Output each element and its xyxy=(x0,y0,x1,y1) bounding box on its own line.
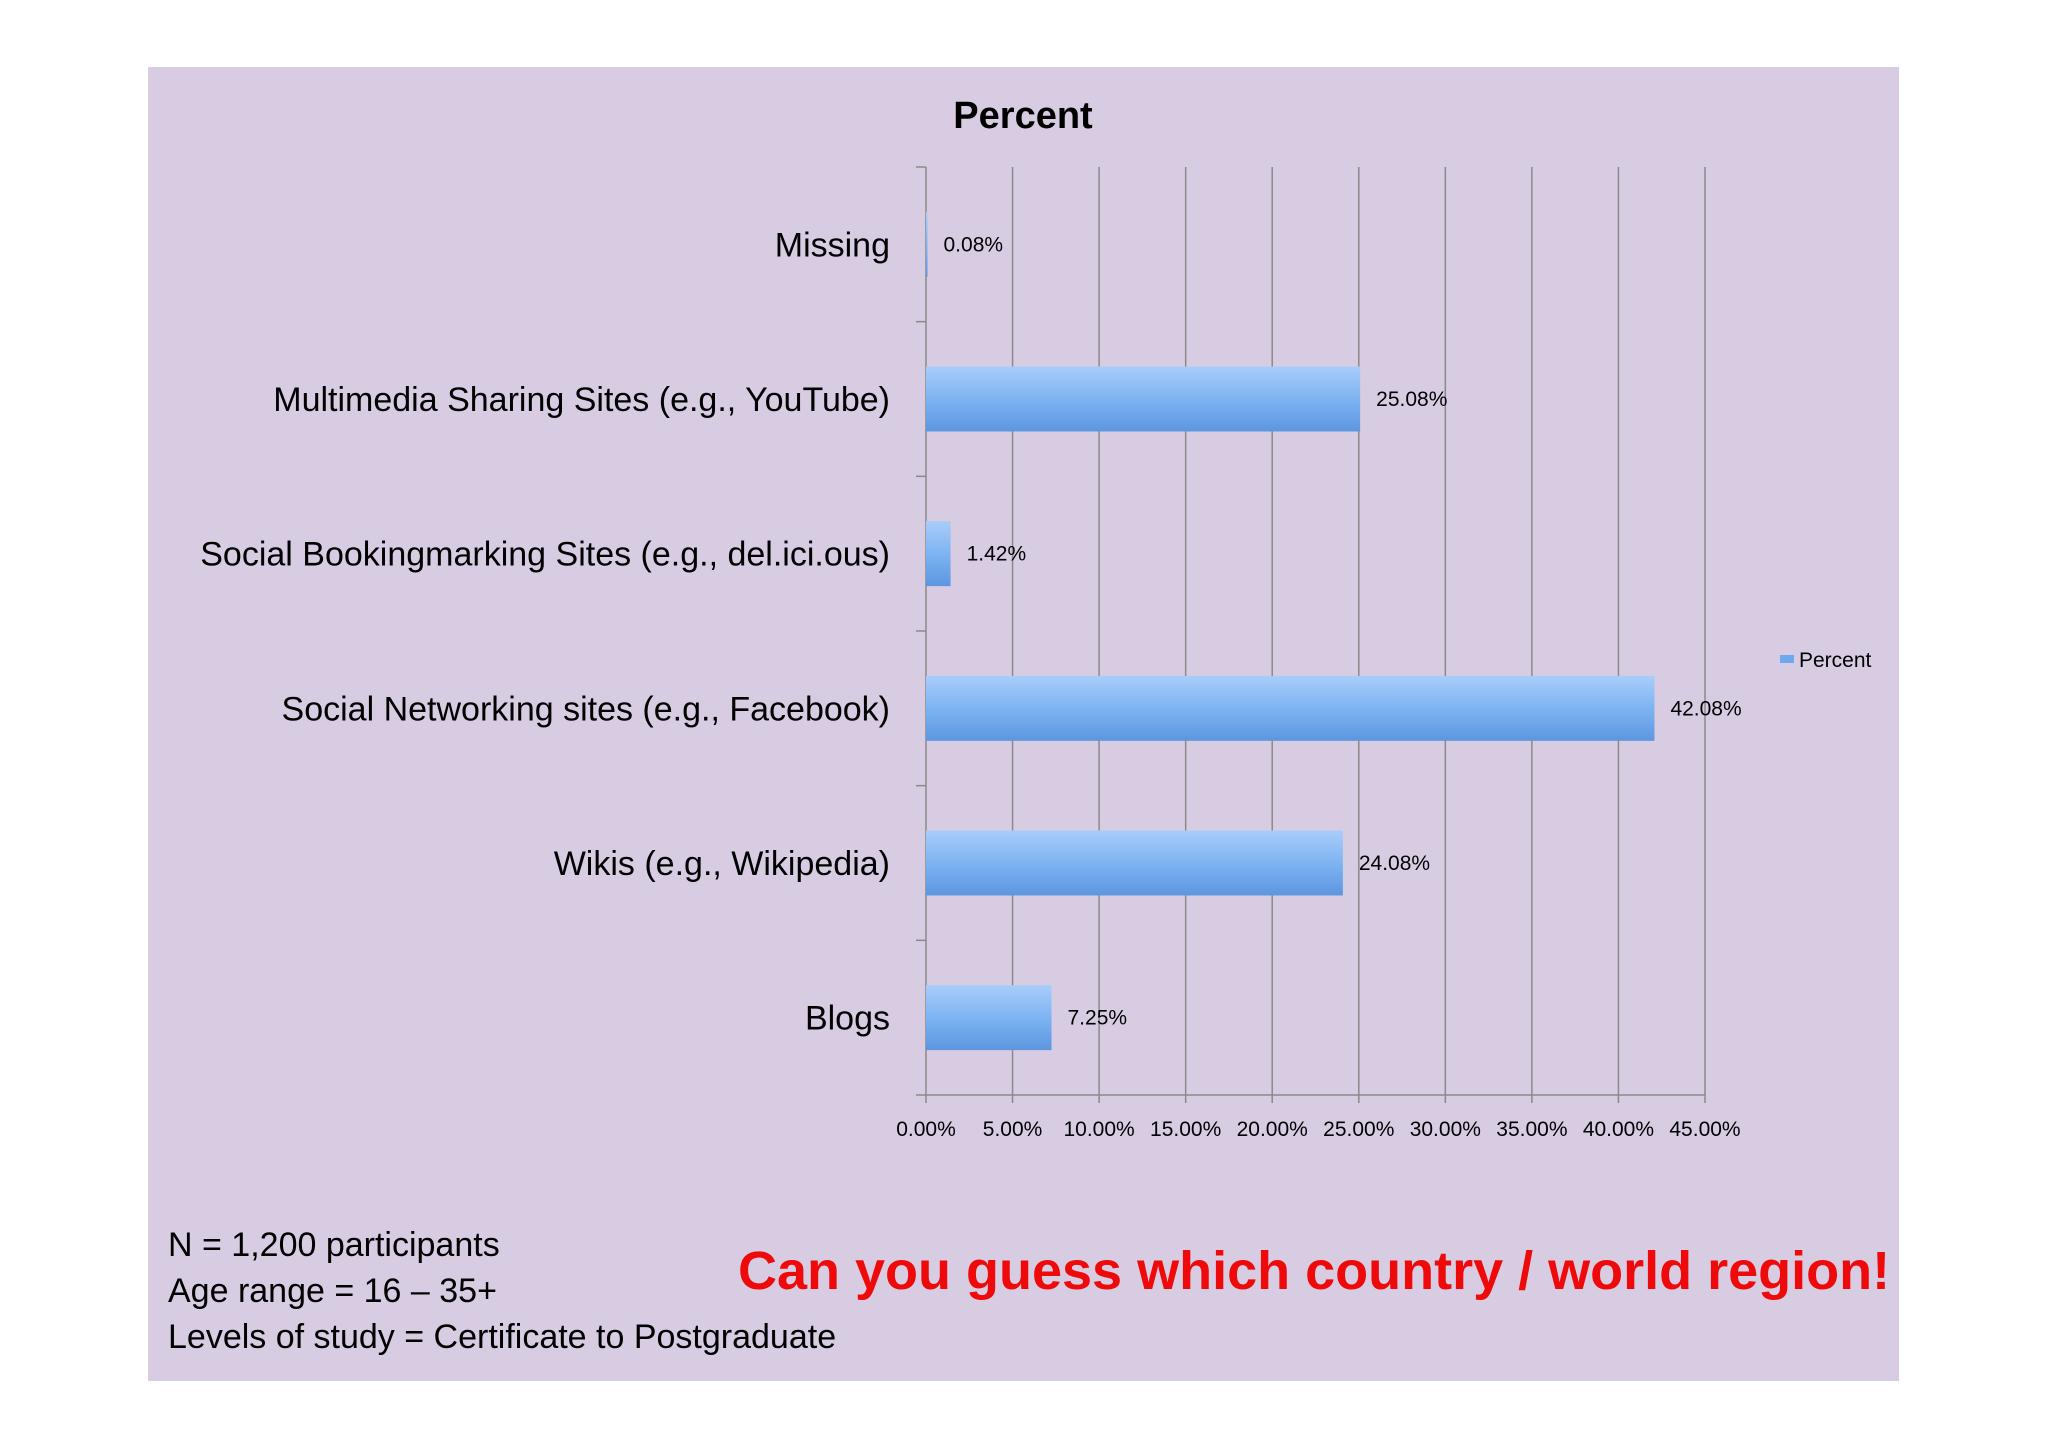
bar xyxy=(926,521,951,587)
data-label: 7.25% xyxy=(1068,1007,1128,1030)
data-label: 24.08% xyxy=(1359,852,1430,875)
x-tick-label: 30.00% xyxy=(1410,1118,1481,1141)
gridlines xyxy=(1011,167,1706,1095)
bar xyxy=(926,830,1343,896)
x-tick-label: 5.00% xyxy=(983,1118,1043,1141)
bar xyxy=(926,366,1361,432)
note-sample-size: N = 1,200 participants xyxy=(168,1226,500,1264)
category-label: Missing xyxy=(775,226,890,264)
chart-title: Percent xyxy=(953,95,1093,137)
axes xyxy=(916,166,1706,1103)
legend: Percent xyxy=(1780,649,1872,672)
data-label: 25.08% xyxy=(1376,388,1447,411)
x-tick-label: 25.00% xyxy=(1323,1118,1394,1141)
data-label: 0.08% xyxy=(944,233,1004,256)
data-label: 42.08% xyxy=(1670,697,1741,720)
legend-label: Percent xyxy=(1799,649,1872,672)
sample-notes: N = 1,200 participants Age range = 16 – … xyxy=(168,1222,836,1360)
x-tick-label: 15.00% xyxy=(1150,1118,1221,1141)
bars xyxy=(926,211,1655,1051)
x-tick-label: 10.00% xyxy=(1063,1118,1134,1141)
data-label: 1.42% xyxy=(967,543,1027,566)
bar xyxy=(926,211,928,277)
callout-question: Can you guess which country / world regi… xyxy=(738,1241,1891,1301)
category-label: Social Bookingmarking Sites (e.g., del.i… xyxy=(200,536,890,574)
category-label: Blogs xyxy=(805,1000,890,1038)
labels: 0.00% 5.00% 10.00% 15.00% 20.00% 25.00% 30.00%… xyxy=(200,226,1741,1141)
category-label: Social Networking sites (e.g., Facebook) xyxy=(282,690,890,728)
bar xyxy=(926,985,1052,1051)
note-age-range: Age range = 16 – 35+ xyxy=(168,1272,497,1310)
x-tick-label: 40.00% xyxy=(1583,1118,1654,1141)
x-tick-label: 45.00% xyxy=(1669,1118,1740,1141)
legend-swatch xyxy=(1780,655,1794,663)
category-label: Multimedia Sharing Sites (e.g., YouTube) xyxy=(273,381,890,419)
x-tick-label: 0.00% xyxy=(896,1118,956,1141)
note-levels-of-study: Levels of study = Certificate to Postgra… xyxy=(168,1318,837,1356)
bar xyxy=(926,675,1655,741)
x-tick-label: 20.00% xyxy=(1237,1118,1308,1141)
x-tick-label: 35.00% xyxy=(1496,1118,1567,1141)
category-label: Wikis (e.g., Wikipedia) xyxy=(554,845,890,883)
